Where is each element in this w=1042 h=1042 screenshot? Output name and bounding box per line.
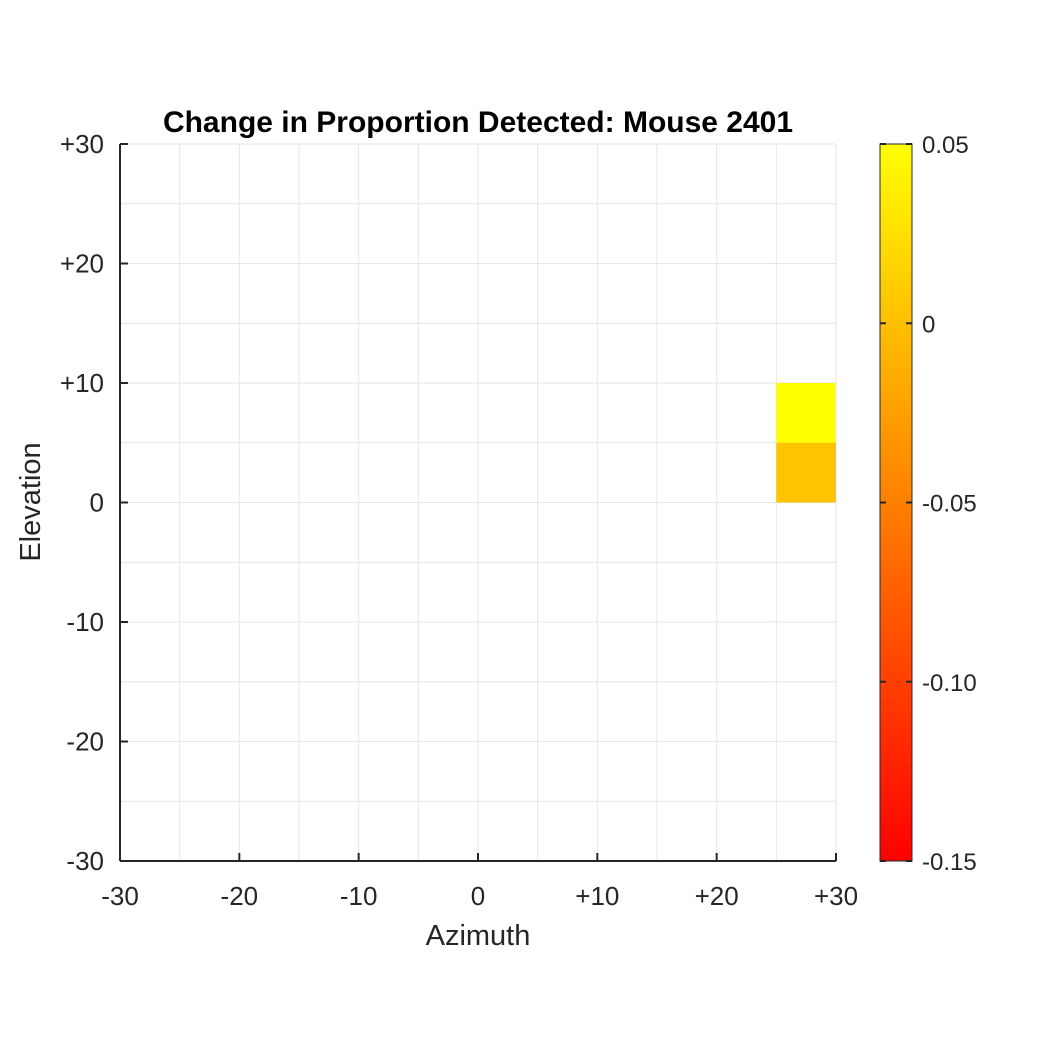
x-tick-label: -30 [101,881,139,911]
y-tick-label: 0 [90,488,104,518]
colorbar-tick-label: -0.10 [922,670,977,697]
chart-title: Change in Proportion Detected: Mouse 240… [163,106,793,139]
colorbar-tick-label: -0.05 [922,491,977,518]
heatmap-cells [776,383,836,503]
colorbar-ticks: 0.05 0 -0.05 -0.10 -0.15 [880,132,977,876]
y-axis-ticks: -30 -20 -10 0 +10 +20 +30 [60,129,128,876]
x-tick-label: -10 [340,881,378,911]
y-tick-label: -20 [66,727,104,757]
heatmap-cell [776,442,836,503]
y-axis-label: Elevation [15,442,47,561]
y-tick-label: +30 [60,129,104,159]
heatmap-cell [776,383,836,443]
y-tick-label: +10 [60,368,104,398]
colorbar-tick-label: 0 [922,311,935,338]
x-tick-label: +20 [695,881,739,911]
colorbar-tick-label: -0.15 [922,849,977,876]
x-axis-ticks: -30 -20 -10 0 +10 +20 +30 [101,853,858,911]
y-tick-label: -30 [66,846,104,876]
y-tick-label: +20 [60,249,104,279]
plot-area: -30 -20 -10 0 +10 +20 +30 -30 -20 -10 0 +10 +20 +30 [60,129,858,911]
colorbar: 0.05 0 -0.05 -0.10 -0.15 [879,132,977,876]
x-axis-label: Azimuth [426,920,531,952]
x-tick-label: -20 [221,881,259,911]
x-tick-label: 0 [471,881,485,911]
y-tick-label: -10 [66,607,104,637]
x-tick-label: +10 [575,881,619,911]
x-tick-label: +30 [814,881,858,911]
colorbar-tick-label: 0.05 [922,132,969,159]
